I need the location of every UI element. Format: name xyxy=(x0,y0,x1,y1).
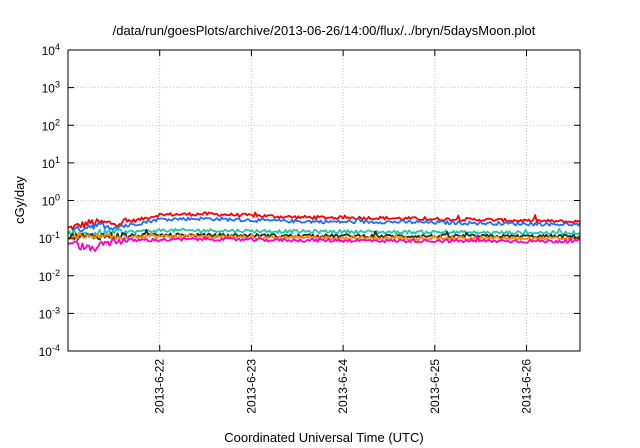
y-tick-label: 100 xyxy=(42,193,60,209)
y-tick-label: 10-3 xyxy=(39,305,60,321)
series-line xyxy=(67,216,581,236)
y-tick-label: 103 xyxy=(42,80,60,96)
y-axis-ticks: 10-4 10-3 10-2 10-1 100 101 102 103 104 xyxy=(39,42,580,359)
series-line xyxy=(67,235,581,253)
data-series xyxy=(67,211,581,253)
x-axis-label: Coordinated Universal Time (UTC) xyxy=(224,430,423,445)
y-tick-label: 101 xyxy=(42,155,60,171)
x-tick-label: 2013-6-22 xyxy=(153,359,167,414)
y-axis-label: cGy/day xyxy=(12,176,27,224)
x-tick-label: 2013-6-23 xyxy=(244,359,258,414)
y-tick-label: 104 xyxy=(42,42,60,58)
chart-title: /data/run/goesPlots/archive/2013-06-26/1… xyxy=(113,23,536,38)
y-tick-label: 10-2 xyxy=(39,268,60,284)
y-tick-label: 102 xyxy=(42,117,60,133)
x-tick-label: 2013-6-26 xyxy=(520,359,534,414)
x-tick-label: 2013-6-25 xyxy=(428,359,442,414)
y-tick-label: 10-1 xyxy=(39,230,60,246)
series-line xyxy=(67,211,581,231)
x-tick-label: 2013-6-24 xyxy=(336,359,350,414)
series-line xyxy=(67,231,581,242)
y-tick-label: 10-4 xyxy=(39,343,60,359)
series-line xyxy=(67,227,581,239)
plot-frame xyxy=(67,49,581,352)
x-axis-ticks: 2013-6-22 2013-6-23 2013-6-24 2013-6-25 2013… xyxy=(153,50,534,414)
